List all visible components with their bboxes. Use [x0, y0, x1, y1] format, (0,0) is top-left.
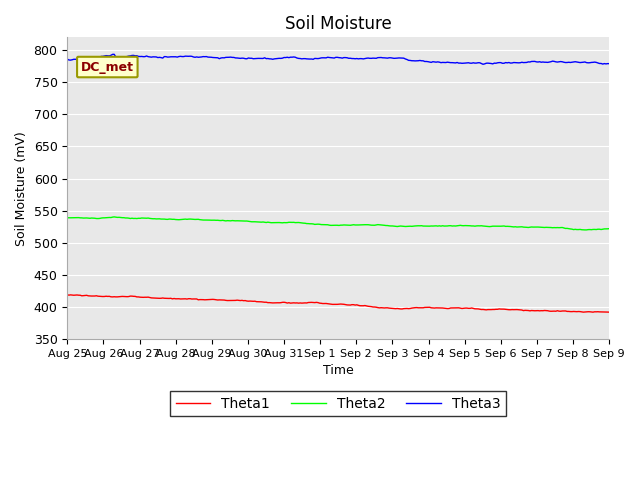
Theta3 [479, 61, 487, 67]
Theta1 [513, 307, 521, 312]
Theta2 [515, 224, 522, 230]
Theta2 [70, 215, 77, 221]
Theta2 [227, 218, 234, 224]
Theta2 [369, 222, 377, 228]
Theta2 [110, 214, 118, 220]
Theta1 [225, 298, 233, 303]
Text: DC_met: DC_met [81, 60, 134, 73]
Theta3 [227, 54, 234, 60]
Theta1 [183, 296, 191, 302]
Theta2 [63, 215, 71, 221]
Theta3 [185, 53, 193, 59]
Theta2 [508, 224, 516, 229]
Theta3 [516, 60, 524, 66]
Theta3 [369, 55, 377, 61]
Line: Theta1: Theta1 [67, 295, 609, 312]
Legend: Theta1, Theta2, Theta3: Theta1, Theta2, Theta3 [170, 391, 506, 417]
Line: Theta2: Theta2 [67, 217, 609, 230]
Theta2 [185, 216, 193, 222]
Theta1 [507, 307, 515, 312]
Theta1 [63, 292, 71, 298]
Theta2 [581, 227, 589, 233]
Theta3 [510, 60, 518, 65]
Theta3 [110, 51, 118, 57]
Theta3 [63, 56, 71, 62]
Theta1 [605, 309, 613, 315]
Theta3 [605, 61, 613, 67]
X-axis label: Time: Time [323, 364, 354, 377]
Theta2 [605, 226, 613, 231]
Theta1 [70, 292, 77, 298]
Theta1 [367, 304, 375, 310]
Theta1 [589, 309, 597, 315]
Y-axis label: Soil Moisture (mV): Soil Moisture (mV) [15, 131, 28, 246]
Theta3 [70, 57, 77, 62]
Title: Soil Moisture: Soil Moisture [285, 15, 392, 33]
Line: Theta3: Theta3 [67, 54, 609, 64]
